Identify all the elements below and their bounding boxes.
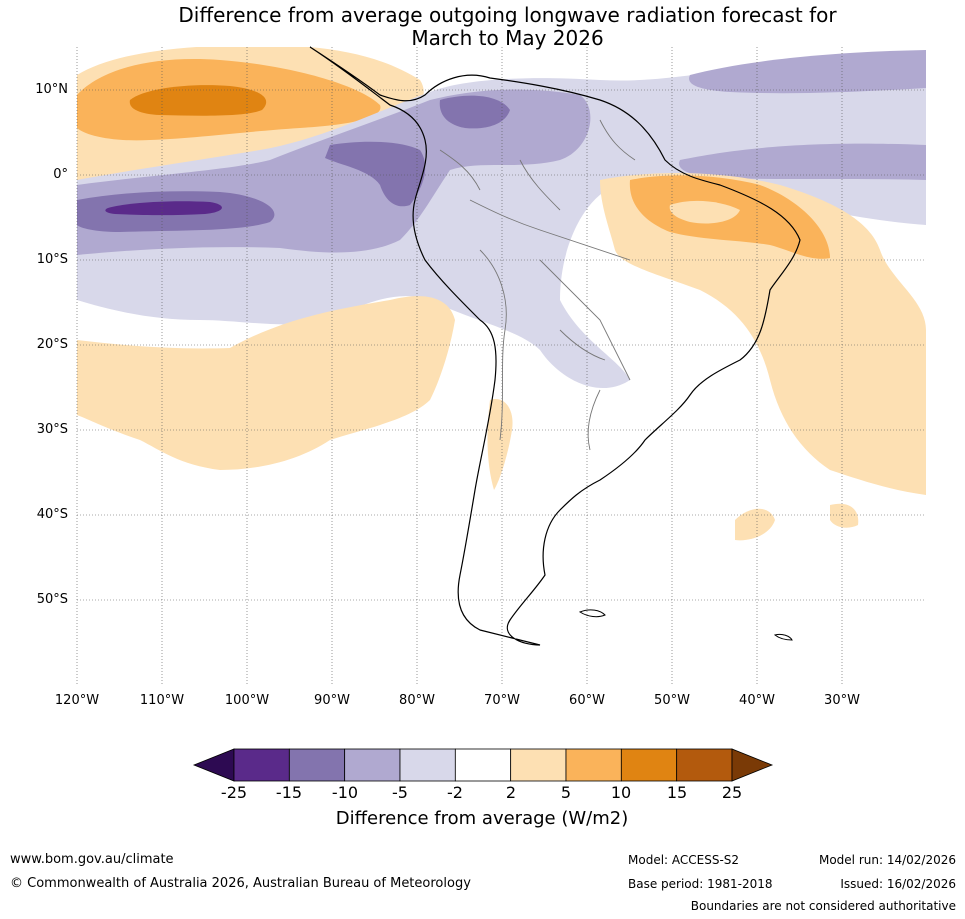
lon-label-110w: 110°W bbox=[139, 693, 185, 708]
anomaly-region-light-orange-south-pacific bbox=[77, 296, 455, 470]
anomaly-region-light-orange-northeast-brazil bbox=[600, 173, 926, 495]
colorbar-tick: -25 bbox=[220, 783, 248, 802]
lon-label-120w: 120°W bbox=[54, 693, 100, 708]
lon-label-30w: 30°W bbox=[824, 693, 860, 708]
lon-label-60w: 60°W bbox=[569, 693, 605, 708]
lat-label-10s: 10°S bbox=[36, 252, 68, 267]
anomaly-region-light-purple-north-atlantic bbox=[689, 50, 926, 94]
footer-model-run: Model run: 14/02/2026 bbox=[818, 853, 956, 867]
colorbar-tick: 10 bbox=[610, 783, 632, 802]
colorbar-segment bbox=[344, 748, 401, 782]
colorbar-tick: 5 bbox=[560, 783, 572, 802]
anomaly-region-light-orange-chile bbox=[487, 399, 513, 490]
colorbar-segment bbox=[565, 748, 622, 782]
lon-label-100w: 100°W bbox=[224, 693, 270, 708]
lon-label-50w: 50°W bbox=[654, 693, 690, 708]
south-america-coastline bbox=[309, 46, 801, 646]
title-line-2: March to May 2026 bbox=[411, 26, 604, 50]
colorbar-segment bbox=[454, 748, 512, 782]
colorbar-extend-low bbox=[192, 748, 235, 782]
colorbar-label: Difference from average (W/m2) bbox=[335, 808, 629, 829]
lon-label-90w: 90°W bbox=[314, 693, 350, 708]
anomaly-region-white-northeast-brazil bbox=[669, 200, 740, 224]
colorbar-segment bbox=[620, 748, 678, 782]
country-borders bbox=[439, 119, 636, 451]
south-georgia bbox=[773, 633, 793, 641]
anomaly-region-dark-orange-north-pacific bbox=[129, 85, 267, 116]
lon-label-40w: 40°W bbox=[739, 693, 775, 708]
colorbar-tick: 2 bbox=[505, 783, 517, 802]
colorbar-segments bbox=[192, 748, 774, 782]
map-gridlines bbox=[76, 47, 926, 685]
anomaly-region-light-orange-south-atlantic-2 bbox=[830, 503, 859, 528]
lat-label-20s: 20°S bbox=[36, 337, 68, 352]
anomaly-region-dark-purple-equatorial-pacific bbox=[105, 201, 222, 216]
lat-label-30s: 30°S bbox=[36, 422, 68, 437]
anomaly-region-light-purple-equatorial-atlantic bbox=[679, 143, 926, 180]
colorbar-tick: 15 bbox=[666, 783, 688, 802]
lon-label-80w: 80°W bbox=[399, 693, 435, 708]
footer-website[interactable]: www.bom.gov.au/climate bbox=[10, 852, 174, 867]
colorbar-tick: -10 bbox=[331, 783, 359, 802]
colorbar-segment bbox=[510, 748, 567, 782]
footer-copyright: © Commonwealth of Australia 2026, Austra… bbox=[10, 876, 471, 891]
colorbar-segment bbox=[233, 748, 290, 782]
lat-label-0: 0° bbox=[53, 167, 68, 182]
colorbar-extend-high bbox=[731, 748, 774, 782]
falkland-islands bbox=[578, 609, 606, 618]
colorbar-segment bbox=[288, 748, 346, 782]
footer-model: Model: ACCESS-S2 bbox=[628, 853, 740, 867]
anomaly-region-light-orange-south-atlantic bbox=[735, 508, 775, 541]
lat-label-10n: 10°N bbox=[35, 82, 68, 97]
colorbar-tick: -15 bbox=[275, 783, 303, 802]
footer-base-period: Base period: 1981-2018 bbox=[628, 877, 773, 891]
anomaly-region-lavender-equatorial-pacific bbox=[77, 52, 926, 389]
footer-issued: Issued: 16/02/2026 bbox=[840, 877, 956, 891]
footer-disclaimer: Boundaries are not considered authoritat… bbox=[690, 899, 956, 913]
map-field bbox=[77, 47, 926, 541]
anomaly-region-medium-purple-colombia bbox=[325, 141, 426, 207]
colorbar-tick: -5 bbox=[392, 783, 408, 802]
colorbar-tick: -2 bbox=[447, 783, 463, 802]
anomaly-region-medium-purple-venezuela bbox=[439, 95, 510, 129]
chart-title: Difference from average outgoing longwav… bbox=[0, 4, 965, 50]
colorbar-segment bbox=[399, 748, 456, 782]
colorbar-tick: 25 bbox=[721, 783, 743, 802]
lat-label-40s: 40°S bbox=[36, 507, 68, 522]
lat-label-50s: 50°S bbox=[36, 592, 68, 607]
colorbar-segment bbox=[676, 748, 733, 782]
title-line-1: Difference from average outgoing longwav… bbox=[178, 3, 837, 27]
lon-label-70w: 70°W bbox=[484, 693, 520, 708]
